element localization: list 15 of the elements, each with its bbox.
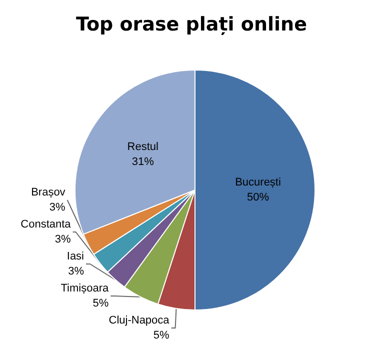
slice-label: Constanta (20, 218, 72, 230)
slice-label: Restul (127, 141, 158, 154)
slice-label: Timișoara (60, 282, 110, 294)
slice-label: Brașov (31, 186, 66, 198)
data-label: 3% (49, 202, 66, 214)
slice-label: Cluj-Napoca (108, 314, 170, 326)
data-label: 5% (153, 330, 170, 342)
data-label: 31% (132, 156, 154, 168)
chart-title: Top orase plați online (76, 14, 307, 36)
data-label: 5% (92, 298, 109, 310)
data-label: 3% (54, 234, 72, 246)
slice-label: Iasi (66, 250, 84, 262)
data-label: 50% (246, 192, 270, 204)
slice-label: București (235, 176, 281, 188)
data-label: 3% (68, 266, 84, 278)
